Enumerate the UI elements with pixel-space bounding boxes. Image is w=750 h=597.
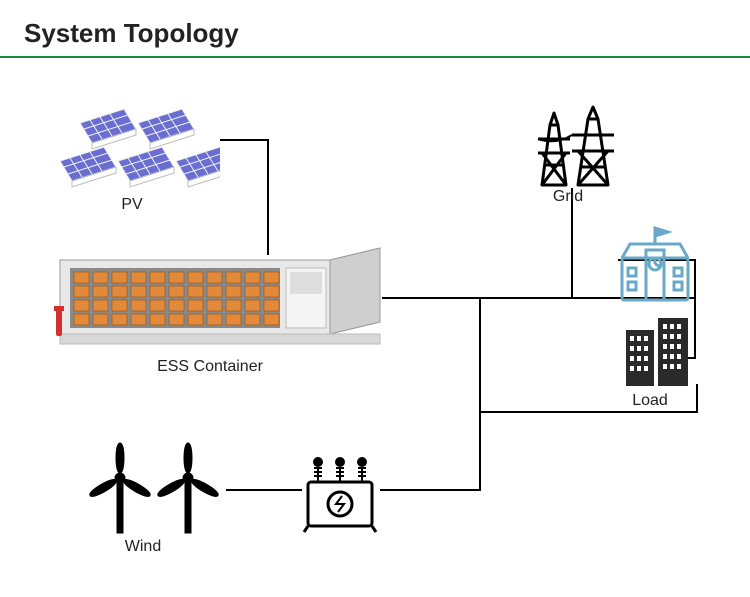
ess-container-icon bbox=[50, 240, 390, 355]
load-icon bbox=[616, 222, 700, 392]
pv-icon bbox=[60, 95, 220, 190]
ess-label: ESS Container bbox=[150, 358, 270, 376]
wind-icon bbox=[88, 438, 228, 538]
load-label: Load bbox=[628, 392, 672, 410]
grid-icon bbox=[530, 105, 620, 187]
grid-label: Grid bbox=[548, 188, 588, 206]
transformer-icon bbox=[300, 452, 380, 536]
wind-label: Wind bbox=[118, 538, 168, 556]
pv-label: PV bbox=[118, 196, 146, 214]
